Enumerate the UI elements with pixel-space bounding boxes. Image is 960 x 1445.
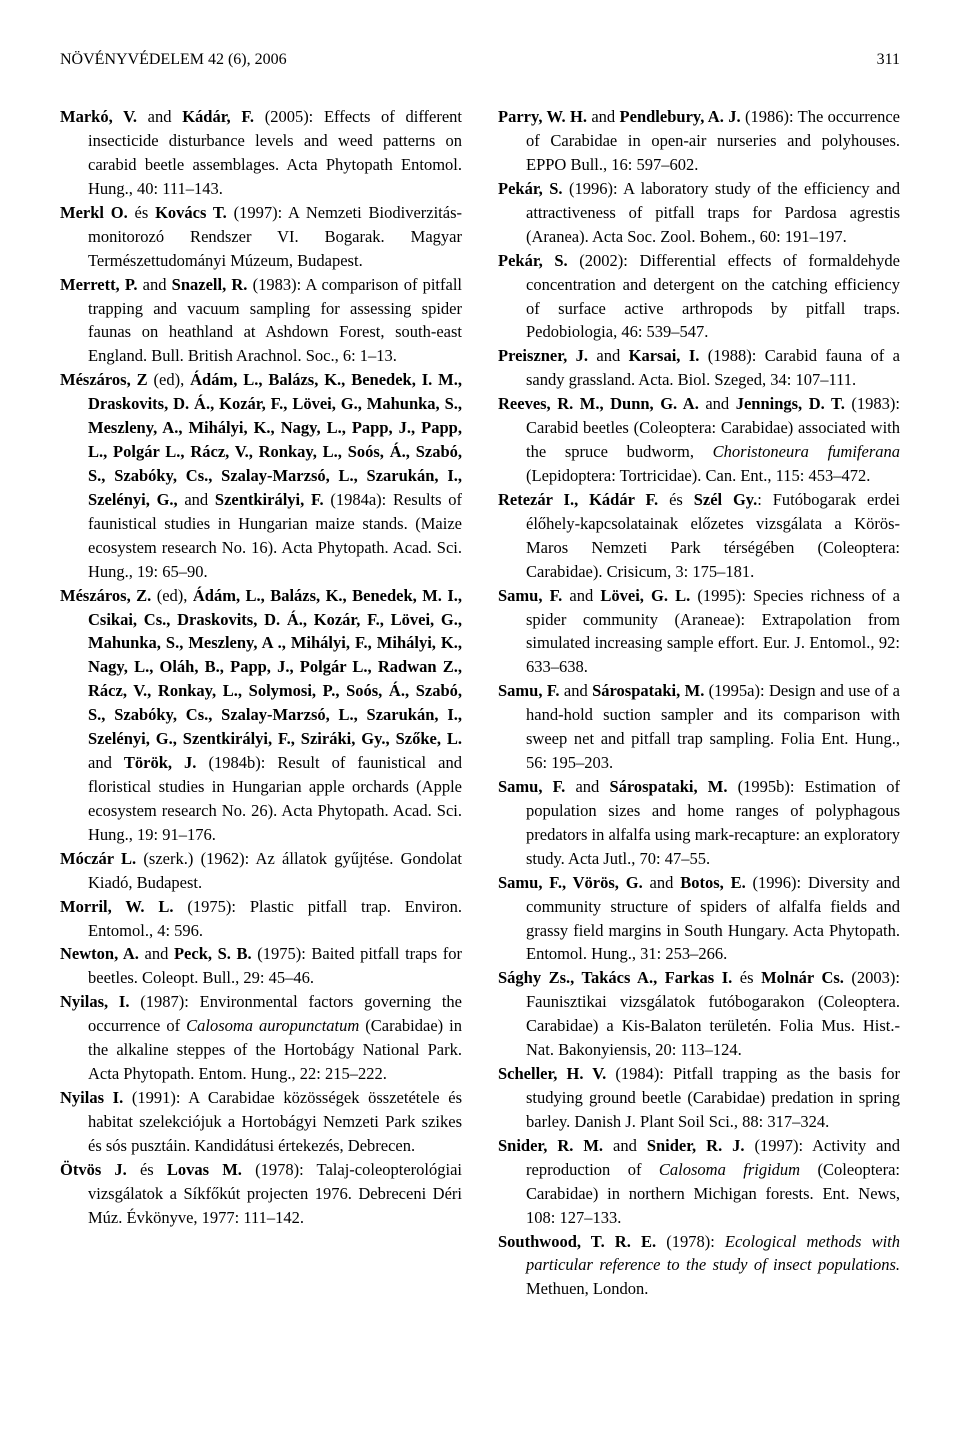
reference-entry: Nyilas I. (1991): A Carabidae közösségek… xyxy=(60,1086,462,1158)
reference-entry: Newton, A. and Peck, S. B. (1975): Baite… xyxy=(60,942,462,990)
reference-entry: Samu, F. and Sárospataki, M. (1995b): Es… xyxy=(498,775,900,871)
reference-entry: Merkl O. és Kovács T. (1997): A Nemzeti … xyxy=(60,201,462,273)
page-header: NÖVÉNYVÉDELEM 42 (6), 2006 311 xyxy=(60,48,900,71)
reference-entry: Reeves, R. M., Dunn, G. A. and Jennings,… xyxy=(498,392,900,488)
reference-entry: Mészáros, Z (ed), Ádám, L., Balázs, K., … xyxy=(60,368,462,583)
reference-entry: Preiszner, J. and Karsai, I. (1988): Car… xyxy=(498,344,900,392)
reference-entry: Snider, R. M. and Snider, R. J. (1997): … xyxy=(498,1134,900,1230)
reference-entry: Mészáros, Z. (ed), Ádám, L., Balázs, K.,… xyxy=(60,584,462,847)
reference-entry: Samu, F. and Lövei, G. L. (1995): Specie… xyxy=(498,584,900,680)
reference-entry: Pekár, S. (2002): Differential effects o… xyxy=(498,249,900,345)
reference-entry: Markó, V. and Kádár, F. (2005): Effects … xyxy=(60,105,462,201)
reference-entry: Ötvös J. és Lovas M. (1978): Talaj-coleo… xyxy=(60,1158,462,1230)
reference-entry: Sághy Zs., Takács A., Farkas I. és Molná… xyxy=(498,966,900,1062)
journal-title: NÖVÉNYVÉDELEM 42 (6), 2006 xyxy=(60,48,287,71)
reference-entry: Merrett, P. and Snazell, R. (1983): A co… xyxy=(60,273,462,369)
reference-entry: Samu, F., Vörös, G. and Botos, E. (1996)… xyxy=(498,871,900,967)
reference-entry: Retezár I., Kádár F. és Szél Gy.: Futóbo… xyxy=(498,488,900,584)
reference-entry: Parry, W. H. and Pendlebury, A. J. (1986… xyxy=(498,105,900,177)
reference-entry: Nyilas, I. (1987): Environmental factors… xyxy=(60,990,462,1086)
right-column: Parry, W. H. and Pendlebury, A. J. (1986… xyxy=(498,105,900,1301)
reference-entry: Móczár L. (szerk.) (1962): Az állatok gy… xyxy=(60,847,462,895)
reference-entry: Pekár, S. (1996): A laboratory study of … xyxy=(498,177,900,249)
reference-entry: Southwood, T. R. E. (1978): Ecological m… xyxy=(498,1230,900,1302)
reference-entry: Scheller, H. V. (1984): Pitfall trapping… xyxy=(498,1062,900,1134)
left-column: Markó, V. and Kádár, F. (2005): Effects … xyxy=(60,105,462,1301)
reference-columns: Markó, V. and Kádár, F. (2005): Effects … xyxy=(60,105,900,1301)
reference-entry: Morril, W. L. (1975): Plastic pitfall tr… xyxy=(60,895,462,943)
page-number: 311 xyxy=(877,48,900,71)
reference-entry: Samu, F. and Sárospataki, M. (1995a): De… xyxy=(498,679,900,775)
